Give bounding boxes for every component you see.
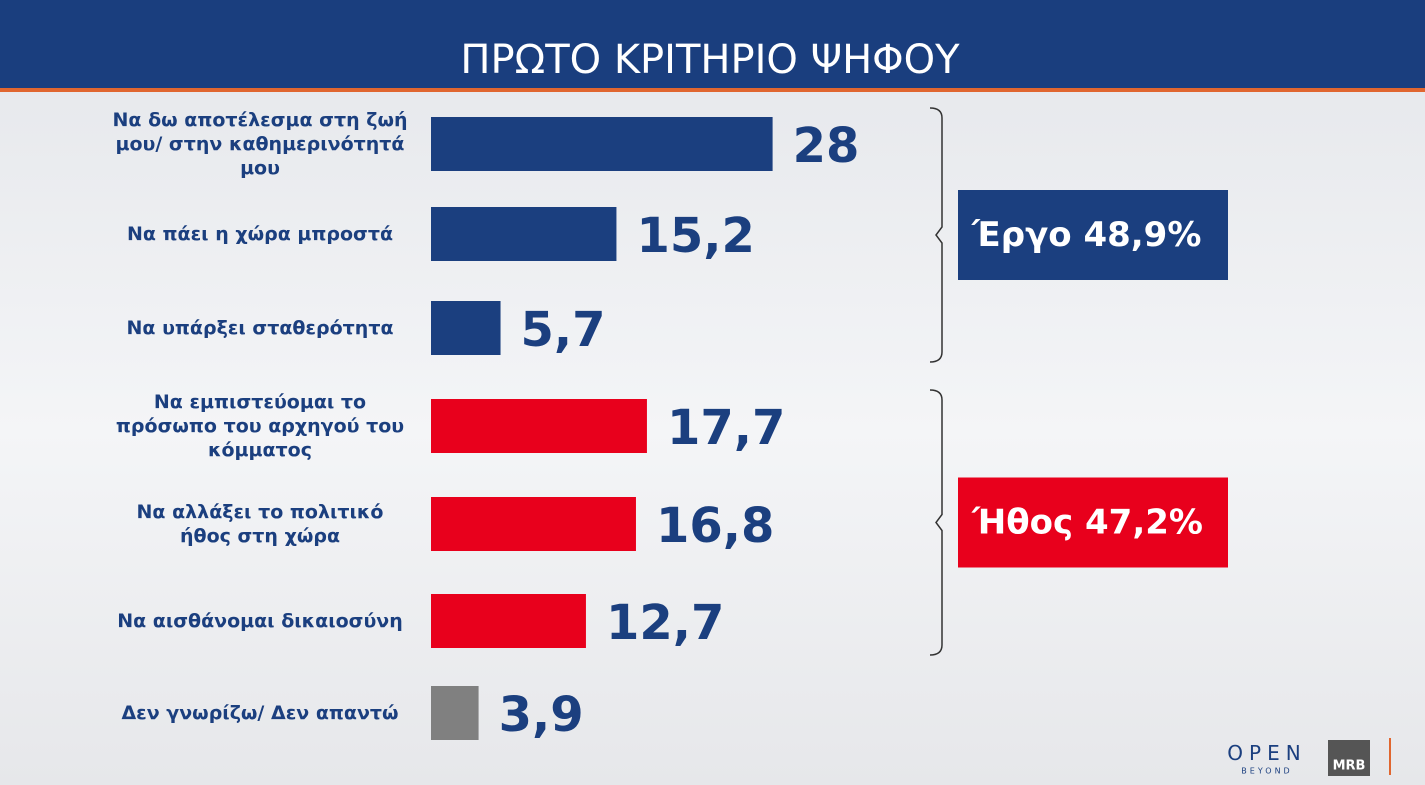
group-bracket bbox=[929, 389, 943, 656]
bar bbox=[431, 207, 617, 261]
value-label: 15,2 bbox=[636, 208, 754, 264]
category-label: Να υπάρξει σταθερότητα bbox=[126, 317, 394, 339]
bar bbox=[431, 117, 773, 171]
group-box bbox=[958, 477, 1228, 568]
group-label: Έργο 48,9% bbox=[971, 215, 1201, 255]
value-label: 5,7 bbox=[521, 302, 606, 358]
value-label: 3,9 bbox=[499, 687, 584, 743]
value-label: 16,8 bbox=[656, 498, 774, 554]
value-label: 28 bbox=[793, 118, 860, 174]
header-line bbox=[0, 88, 1425, 92]
bar bbox=[431, 399, 647, 453]
bar bbox=[431, 594, 586, 648]
header-band bbox=[0, 0, 1425, 88]
channel-logo-sub: BEYOND bbox=[1241, 767, 1292, 776]
category-label: Να δω αποτέλεσμα στη ζωή μου/ στην καθημ… bbox=[112, 109, 408, 179]
bar bbox=[431, 497, 636, 551]
chart-title: ΠΡΩΤΟ ΚΡΙΤΗΡΙΟ ΨΗΦΟΥ bbox=[460, 37, 960, 83]
category-label: Να εμπιστεύομαι το πρόσωπο του αρχηγού τ… bbox=[115, 391, 405, 461]
category-label: Να αισθάνομαι δικαιοσύνη bbox=[117, 610, 403, 632]
category-label: Δεν γνωρίζω/ Δεν απαντώ bbox=[121, 702, 399, 724]
category-label: Να αλλάξει το πολιτικό ήθος στη χώρα bbox=[136, 501, 384, 547]
value-label: 12,7 bbox=[606, 595, 724, 651]
bar bbox=[431, 301, 501, 355]
bar bbox=[431, 686, 479, 740]
pollster-logo: MRB bbox=[1333, 759, 1366, 774]
group-box bbox=[958, 190, 1228, 280]
value-label: 17,7 bbox=[667, 400, 785, 456]
pollster-logo-box bbox=[1328, 740, 1370, 776]
category-label: Να πάει η χώρα μπροστά bbox=[126, 223, 394, 245]
channel-logo: OPEN bbox=[1227, 741, 1306, 765]
group-bracket bbox=[929, 107, 943, 363]
group-label: Ήθος 47,2% bbox=[971, 503, 1203, 543]
